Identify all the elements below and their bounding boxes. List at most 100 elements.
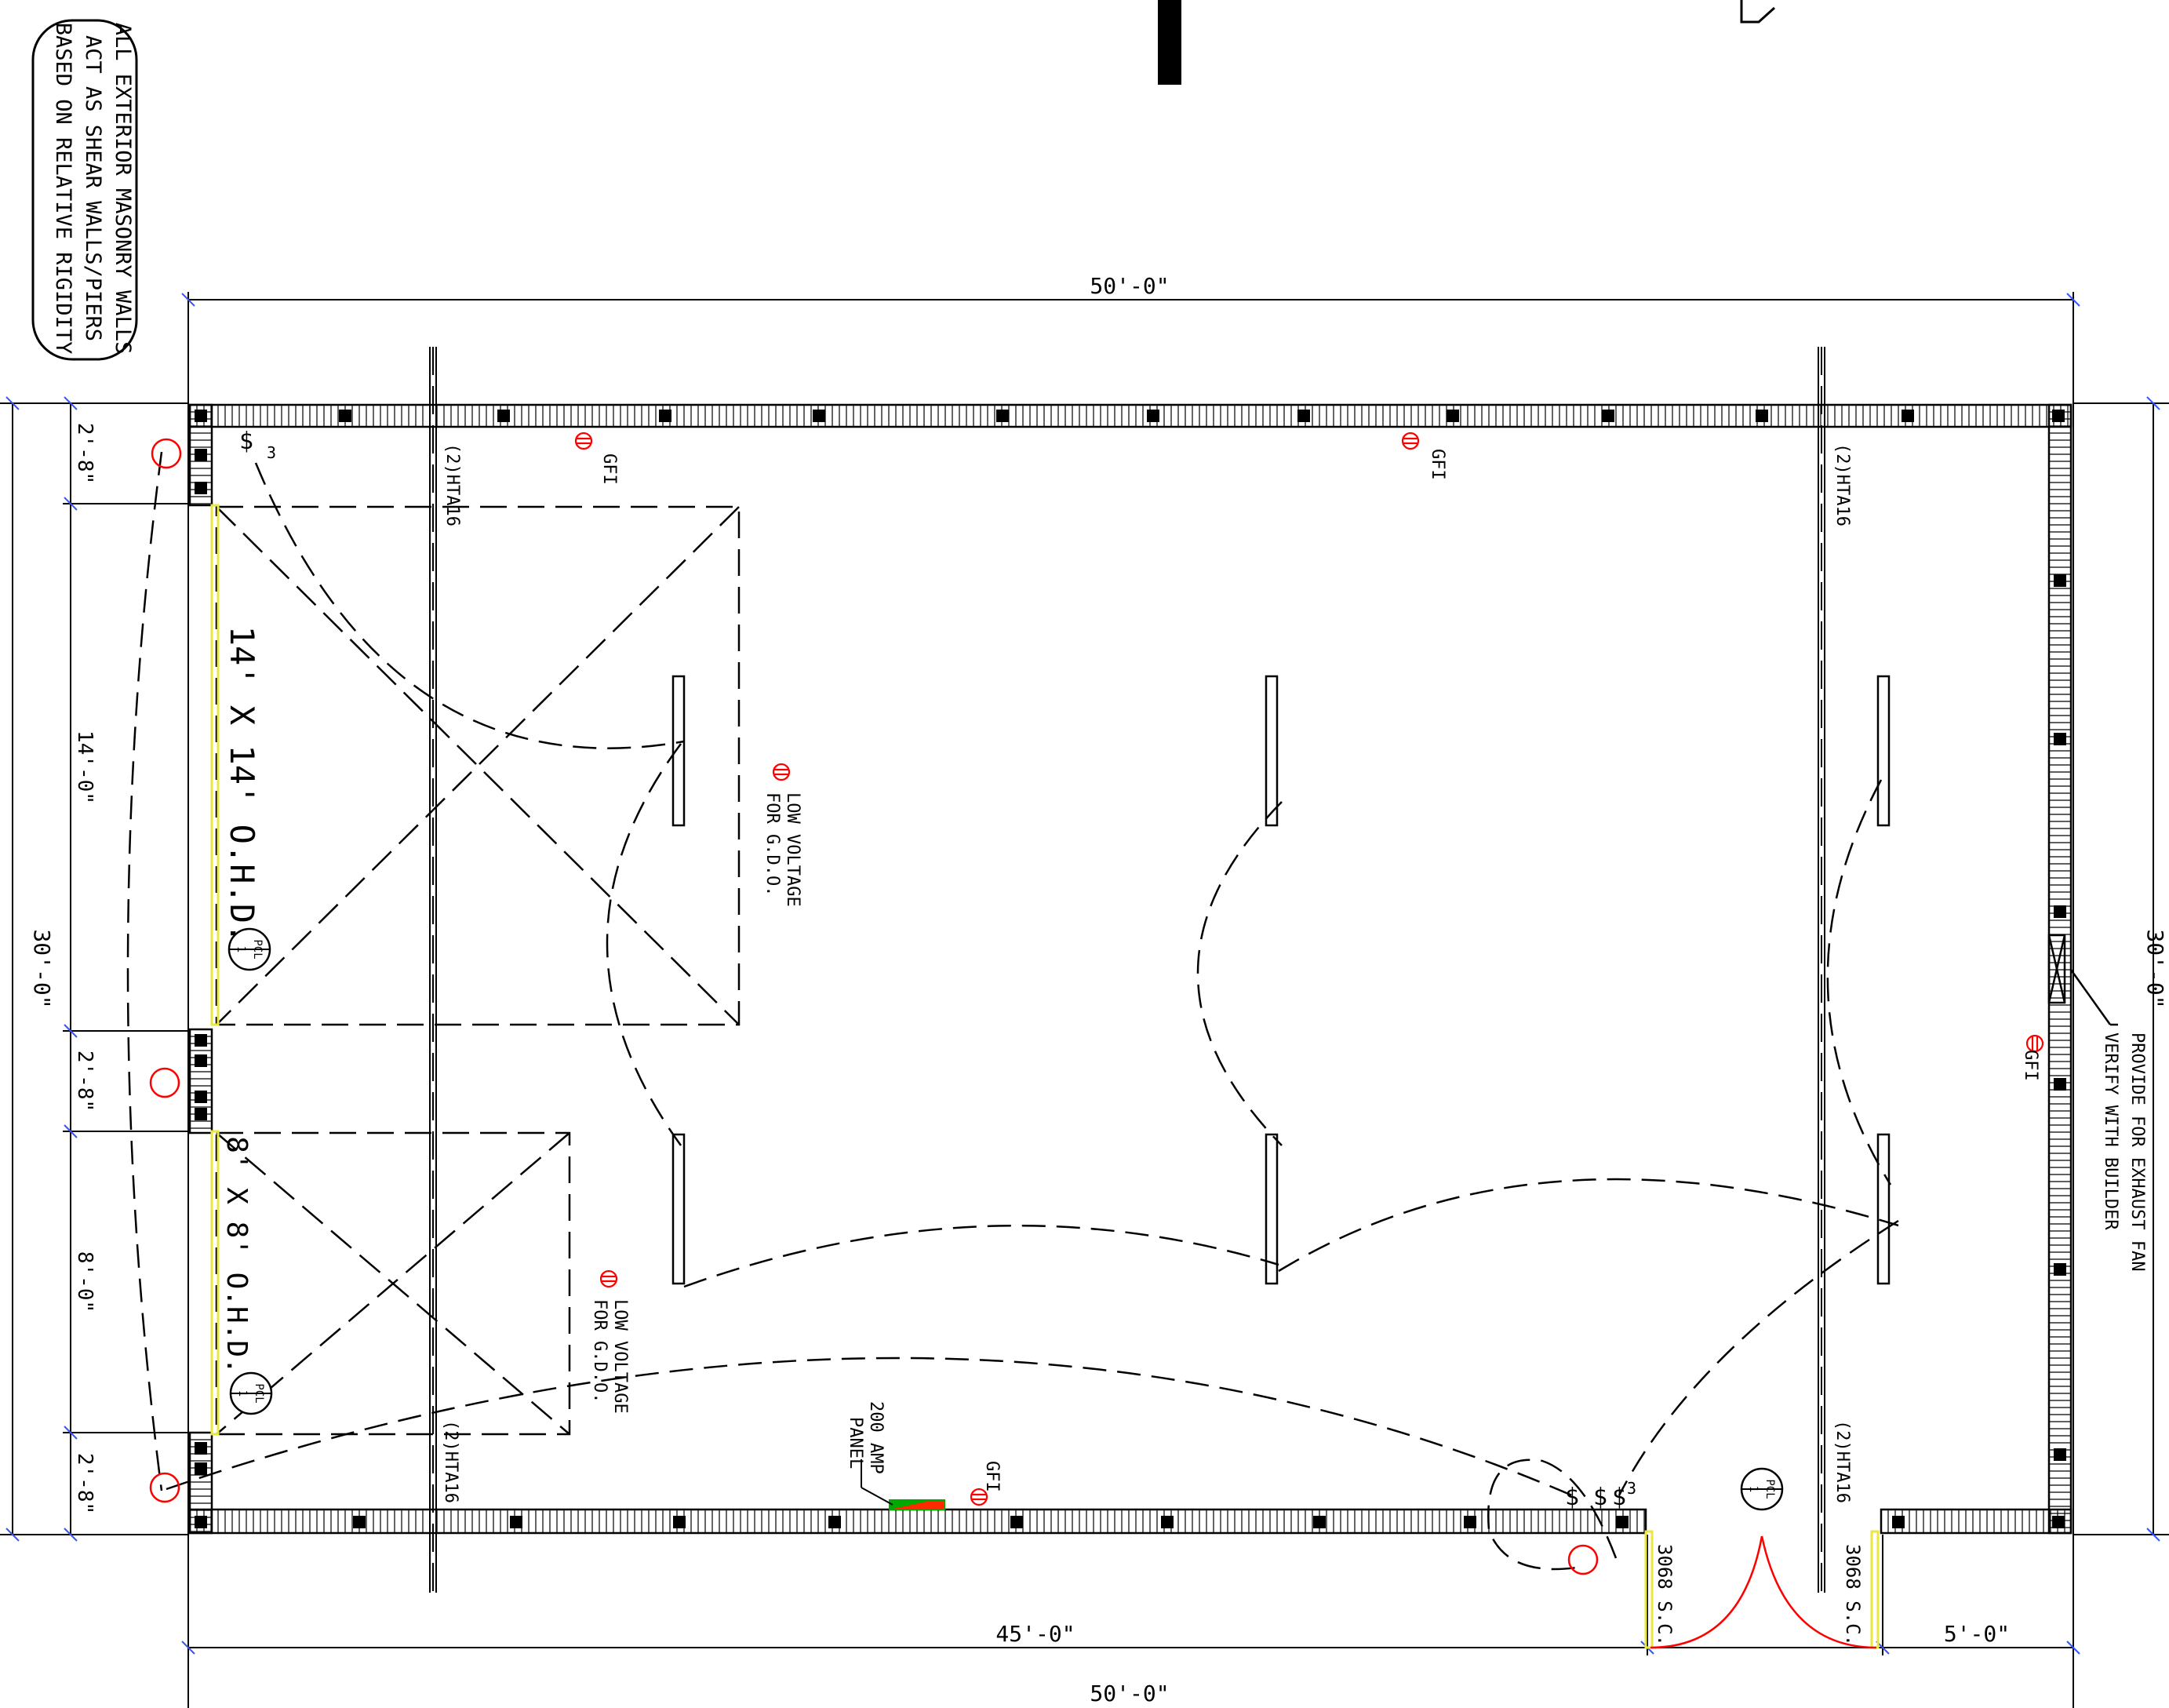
wall-block bbox=[813, 410, 825, 422]
dim-left-seg-1: 2'-8" bbox=[73, 423, 96, 484]
south-wall-east bbox=[1880, 1508, 2073, 1535]
pcl-marker-1: PCL 1 bbox=[227, 927, 271, 971]
generated-geometry bbox=[188, 403, 2073, 1535]
wall-block bbox=[195, 410, 207, 422]
dimension-lines bbox=[0, 292, 2169, 1708]
note-line-1: ALL EXTERIOR MASONRY WALLS bbox=[111, 23, 135, 355]
wall-block bbox=[1602, 410, 1614, 422]
receptacle-3 bbox=[772, 763, 791, 781]
exhaust-note-2: VERIFY WITH BUILDER bbox=[2101, 1032, 2120, 1230]
pcl-number: 1 bbox=[236, 1390, 249, 1397]
dim-bottom-left: 45'-0" bbox=[995, 1621, 1075, 1647]
overhead-door-small bbox=[215, 1131, 571, 1436]
wall-block bbox=[195, 1442, 207, 1455]
wall-block bbox=[195, 1108, 207, 1120]
beam-label-4: (2)HTA16 bbox=[1832, 1420, 1852, 1503]
general-note: ALL EXTERIOR MASONRY WALLS ACT AS SHEAR … bbox=[31, 19, 138, 361]
wall-block bbox=[195, 1516, 207, 1528]
door-highlights bbox=[210, 504, 1880, 1649]
wall-block bbox=[2052, 410, 2065, 422]
switch-4: $ bbox=[1612, 1484, 1626, 1511]
dim-bottom-right: 5'-0" bbox=[1944, 1621, 2010, 1647]
beam-label-2: (2)HTA16 bbox=[441, 1420, 460, 1503]
note-line-2: ACT AS SHEAR WALLS/PIERS bbox=[81, 35, 105, 341]
wall-block bbox=[353, 1516, 366, 1528]
wall-block bbox=[1616, 1516, 1629, 1528]
wall-block bbox=[1161, 1516, 1174, 1528]
gfi-label-1: GFI bbox=[599, 453, 619, 485]
panel-label-2: PANEL bbox=[846, 1417, 865, 1469]
switch-3: $ bbox=[1593, 1484, 1607, 1511]
wall-block bbox=[1010, 1516, 1023, 1528]
receptacle-5 bbox=[2025, 1034, 2044, 1053]
wall-block bbox=[195, 449, 207, 461]
wall-block bbox=[510, 1516, 522, 1528]
pcl-label: PCL bbox=[1763, 1479, 1776, 1499]
pcl-marker-3: PCL 1 bbox=[1740, 1467, 1784, 1511]
dim-left-seg-5: 2'-8" bbox=[73, 1453, 96, 1514]
wall-block bbox=[2054, 733, 2066, 745]
exhaust-fan bbox=[2047, 934, 2118, 1026]
wall-block bbox=[2054, 574, 2066, 587]
east-wall bbox=[2047, 403, 2073, 1535]
top-right-fragment bbox=[1740, 0, 1776, 24]
wall-block bbox=[2052, 1516, 2065, 1528]
wall-block bbox=[497, 410, 510, 422]
note-line-3: BASED ON RELATIVE RIGIDITY bbox=[51, 23, 75, 355]
wall-block bbox=[1297, 410, 1310, 422]
note-bubble bbox=[31, 19, 138, 361]
wall-block bbox=[2054, 1078, 2066, 1091]
wall-block bbox=[195, 1462, 207, 1475]
low-voltage-2-line-1: LOW VOLTAGE bbox=[610, 1299, 630, 1414]
dim-left-seg-2: 14'-0" bbox=[73, 730, 96, 804]
pedestrian-door-swings bbox=[1650, 1535, 1877, 1649]
overhead-door-large bbox=[215, 505, 741, 1026]
top-wall-fragment bbox=[1158, 0, 1181, 85]
wall-block bbox=[1464, 1516, 1476, 1528]
exhaust-note-1: PROVIDE FOR EXHAUST FAN bbox=[2127, 1032, 2147, 1272]
wall-block bbox=[339, 410, 351, 422]
door-label-large: 14' X 14' O.H.D. bbox=[223, 626, 261, 944]
wall-block bbox=[1447, 410, 1459, 422]
dim-left-overall: 30'-0" bbox=[29, 929, 55, 1008]
receptacle-1 bbox=[574, 432, 593, 450]
south-wall-west bbox=[188, 1508, 1647, 1535]
dim-bottom-overall: 50'-0" bbox=[1090, 1681, 1169, 1706]
switch-2: $ bbox=[1565, 1484, 1579, 1511]
wall-block bbox=[1147, 410, 1159, 422]
wall-block bbox=[673, 1516, 686, 1528]
three-way-2: 3 bbox=[1627, 1479, 1636, 1498]
dim-left-seg-4: 8'-0" bbox=[73, 1251, 96, 1313]
wall-block bbox=[195, 1034, 207, 1047]
dim-top-overall: 50'-0" bbox=[1090, 273, 1169, 299]
wall-block bbox=[2054, 1448, 2066, 1461]
door-label-small: 8' X 8' O.H.D. bbox=[220, 1136, 253, 1374]
wall-block bbox=[659, 410, 671, 422]
switch-1: $ bbox=[239, 428, 253, 455]
north-wall bbox=[188, 403, 2073, 428]
gfi-label-4: GFI bbox=[982, 1461, 1002, 1492]
wall-block bbox=[195, 482, 207, 494]
panel-label-1: 200 AMP bbox=[866, 1401, 886, 1474]
ceiling-outlets bbox=[149, 438, 1599, 1575]
pcl-marker-2: PCL 1 bbox=[229, 1371, 273, 1415]
wall-block bbox=[195, 1091, 207, 1103]
wall-block bbox=[996, 410, 1009, 422]
switches: $ $ $ $ bbox=[239, 428, 1626, 1511]
gfi-label-2: GFI bbox=[1428, 449, 1447, 480]
three-way-1: 3 bbox=[267, 443, 276, 462]
door-label-ped-left: 3068 S.C. bbox=[1654, 1544, 1676, 1646]
beam-label-3: (2)HTA16 bbox=[1832, 443, 1852, 526]
low-voltage-1-line-2: FOR G.D.O. bbox=[762, 792, 782, 896]
gfi-labels: GFI GFI GFI GFI bbox=[599, 449, 2040, 1492]
wall-block bbox=[1756, 410, 1768, 422]
receptacles bbox=[574, 432, 2044, 1506]
beam-lines bbox=[429, 347, 1825, 1593]
wall-block bbox=[828, 1516, 841, 1528]
beam-label-1: (2)HTA16 bbox=[442, 443, 462, 526]
electrical-panel bbox=[861, 1459, 945, 1510]
light-fixtures bbox=[671, 675, 1891, 1285]
receptacle-6 bbox=[970, 1488, 988, 1506]
wall-block bbox=[195, 1054, 207, 1067]
